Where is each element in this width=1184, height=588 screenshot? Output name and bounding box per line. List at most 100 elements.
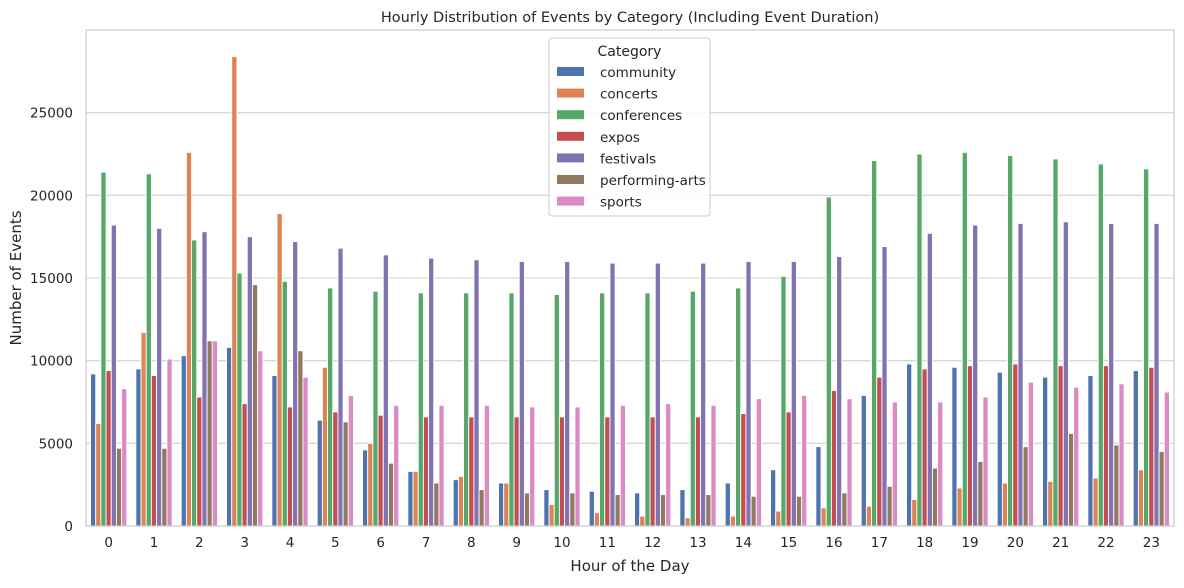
bar-expos-hour-17: [876, 376, 883, 527]
bar-conferences-hour-13: [689, 290, 696, 527]
bar-conferences-hour-1: [145, 173, 152, 527]
bar-sports-hour-16: [846, 398, 853, 527]
bar-community-hour-13: [679, 489, 686, 527]
bar-sports-hour-14: [755, 398, 762, 527]
bar-community-hour-5: [316, 419, 323, 527]
bar-festivals-hour-17: [881, 246, 888, 527]
bar-festivals-hour-20: [1017, 222, 1024, 527]
legend-swatch-festivals: [557, 153, 584, 163]
bar-performing-arts-hour-21: [1067, 432, 1075, 527]
bar-sports-hour-23: [1163, 391, 1170, 527]
bar-festivals-hour-0: [110, 224, 117, 527]
bar-sports-hour-15: [801, 394, 808, 527]
bar-expos-hour-0: [105, 370, 112, 527]
bar-concerts-hour-14: [729, 515, 737, 527]
bar-expos-hour-22: [1102, 365, 1110, 527]
x-tick-label: 9: [512, 535, 521, 551]
bar-expos-hour-21: [1057, 365, 1064, 527]
legend-swatch-conferences: [557, 110, 584, 120]
y-tick-label: 0: [64, 519, 73, 535]
x-axis-label: Hour of the Day: [570, 557, 689, 575]
y-axis-label: Number of Events: [7, 210, 25, 345]
bar-concerts-hour-0: [95, 423, 102, 527]
bar-performing-arts-hour-12: [659, 494, 667, 527]
bar-festivals-hour-11: [609, 262, 616, 527]
x-tick-label: 21: [1052, 535, 1069, 551]
bar-expos-hour-4: [286, 406, 294, 527]
x-tick-label: 15: [780, 535, 797, 551]
bar-sports-hour-20: [1027, 381, 1034, 527]
bar-sports-hour-22: [1118, 383, 1125, 527]
bar-performing-arts-hour-3: [251, 284, 259, 527]
x-axis-ticks: 0 1 2 3 4 5 6 7 8 9 10 11 12 13 14 15 16 17 18 19 20 21 22 23: [104, 535, 1160, 551]
bar-concerts-hour-5: [321, 366, 329, 527]
bar-sports-hour-3: [257, 350, 264, 527]
bar-performing-arts-hour-16: [841, 492, 848, 527]
x-tick-label: 20: [1007, 535, 1024, 551]
bar-sports-hour-10: [574, 406, 581, 527]
bar-concerts-hour-19: [956, 487, 963, 527]
bar-expos-hour-5: [332, 411, 339, 527]
bar-performing-arts-hour-6: [387, 462, 395, 527]
bar-sports-hour-12: [665, 403, 672, 527]
bar-sports-hour-2: [211, 340, 218, 527]
x-tick-label: 19: [961, 535, 978, 551]
bar-festivals-hour-22: [1108, 222, 1115, 527]
bar-community-hour-9: [498, 482, 505, 527]
bar-festivals-hour-6: [382, 254, 389, 527]
y-tick-label: 10000: [30, 354, 73, 370]
bar-conferences-hour-20: [1007, 155, 1014, 527]
bar-performing-arts-hour-5: [342, 421, 349, 527]
bar-festivals-hour-4: [292, 241, 299, 527]
bar-performing-arts-hour-1: [161, 447, 168, 527]
bar-conferences-hour-16: [825, 196, 832, 527]
legend-swatch-concerts: [557, 88, 584, 98]
bar-festivals-hour-2: [201, 231, 208, 527]
bar-conferences-hour-5: [327, 287, 334, 527]
bar-conferences-hour-6: [372, 290, 379, 527]
x-tick-label: 10: [553, 535, 570, 551]
x-tick-label: 4: [286, 535, 295, 551]
bar-expos-hour-14: [740, 413, 747, 527]
bar-concerts-hour-20: [1001, 482, 1009, 527]
legend-swatch-sports: [557, 196, 584, 206]
bar-community-hour-20: [996, 371, 1003, 527]
bar-expos-hour-6: [377, 414, 384, 527]
bar-sports-hour-11: [619, 404, 626, 527]
bar-expos-hour-11: [604, 416, 611, 527]
bar-sports-hour-17: [891, 401, 898, 527]
bar-performing-arts-hour-11: [614, 494, 621, 527]
bar-concerts-hour-6: [367, 442, 374, 527]
bar-expos-hour-19: [966, 365, 974, 527]
legend-label-festivals: festivals: [600, 151, 656, 167]
x-tick-label: 5: [331, 535, 340, 551]
bar-expos-hour-10: [558, 416, 566, 527]
bar-concerts-hour-10: [548, 504, 555, 527]
x-tick-label: 2: [195, 535, 204, 551]
x-tick-label: 23: [1143, 535, 1160, 551]
bar-performing-arts-hour-4: [297, 350, 304, 527]
bar-sports-hour-9: [529, 406, 536, 527]
bar-sports-hour-4: [302, 376, 309, 527]
bar-sports-hour-0: [121, 388, 128, 527]
bar-festivals-hour-15: [790, 261, 797, 527]
bar-expos-hour-20: [1012, 363, 1019, 527]
bar-performing-arts-hour-22: [1113, 444, 1120, 527]
bar-community-hour-23: [1132, 370, 1139, 527]
x-tick-label: 22: [1097, 535, 1114, 551]
bar-concerts-hour-15: [775, 510, 782, 527]
bar-festivals-hour-10: [564, 261, 571, 527]
bar-conferences-hour-23: [1143, 168, 1150, 527]
bar-performing-arts-hour-10: [569, 492, 576, 527]
bar-sports-hour-19: [982, 396, 989, 527]
bar-performing-arts-hour-7: [433, 482, 440, 527]
bar-festivals-hour-14: [745, 261, 752, 527]
bar-festivals-hour-3: [246, 236, 253, 527]
bar-community-hour-4: [271, 375, 278, 527]
bar-performing-arts-hour-15: [795, 495, 803, 527]
legend-label-conferences: conferences: [600, 108, 682, 124]
bar-sports-hour-6: [393, 404, 400, 527]
y-tick-label: 20000: [30, 188, 73, 204]
bar-expos-hour-9: [513, 416, 520, 527]
